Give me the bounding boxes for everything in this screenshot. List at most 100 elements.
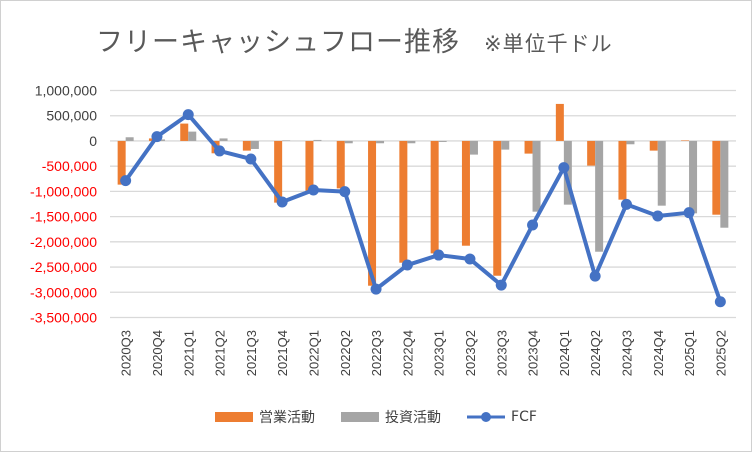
x-tick-label: 2022Q3 xyxy=(369,330,384,376)
fcf-point xyxy=(120,175,132,187)
y-tick-label: 500,000 xyxy=(46,108,97,124)
bar-investing xyxy=(720,140,729,228)
y-tick-label: 0 xyxy=(89,133,97,149)
subtitle-text: ※単位千ドル xyxy=(484,32,613,56)
x-tick-label: 2023Q3 xyxy=(494,330,509,376)
fcf-point xyxy=(276,196,288,208)
legend-swatch xyxy=(215,412,254,422)
x-tick-label: 2021Q1 xyxy=(181,330,196,376)
bar-investing xyxy=(689,140,698,214)
bar-investing xyxy=(501,140,510,150)
fcf-point xyxy=(214,145,226,157)
x-tick-label: 2024Q2 xyxy=(588,330,603,376)
bar-operating xyxy=(336,140,345,189)
bar-operating xyxy=(681,140,690,141)
bar-operating xyxy=(524,140,533,154)
x-tick-label: 2023Q2 xyxy=(463,330,478,376)
bar-investing xyxy=(313,139,322,141)
bar-investing xyxy=(626,140,635,145)
x-tick-label: 2025Q2 xyxy=(713,330,728,376)
fcf-point xyxy=(401,259,413,271)
bar-investing xyxy=(125,137,134,141)
x-tick-label: 2025Q1 xyxy=(682,330,697,376)
legend-item-investing: 投資活動 xyxy=(341,407,441,427)
bar-investing xyxy=(563,140,572,205)
bar-investing xyxy=(250,140,259,149)
legend-swatch xyxy=(341,412,380,422)
title-text: フリーキャッシュフロー推移 xyxy=(96,27,460,58)
bar-operating xyxy=(618,140,627,200)
fcf-point xyxy=(433,249,445,261)
bar-operating xyxy=(305,140,314,191)
y-tick-label: -2,500,000 xyxy=(30,259,97,275)
bar-investing xyxy=(219,138,228,141)
x-tick-label: 2024Q1 xyxy=(557,330,572,376)
bar-operating xyxy=(712,140,721,215)
bar-investing xyxy=(595,140,604,252)
bar-operating xyxy=(399,140,408,263)
y-tick-label: -3,500,000 xyxy=(30,310,97,326)
bar-operating xyxy=(555,103,564,141)
fcf-point xyxy=(620,198,632,210)
x-tick-label: 2023Q4 xyxy=(526,330,541,376)
bar-investing xyxy=(469,140,478,155)
bar-operating xyxy=(242,140,251,151)
bar-investing xyxy=(344,140,353,144)
legend-label: 営業活動 xyxy=(259,410,316,426)
fcf-point xyxy=(339,186,351,198)
x-tick-label: 2022Q1 xyxy=(306,330,321,376)
fcf-point xyxy=(558,162,570,174)
legend-label: FCF xyxy=(511,409,537,425)
bar-operating xyxy=(117,140,126,185)
chart-title: フリーキャッシュフロー推移 ※単位千ドル xyxy=(96,20,613,59)
bar-operating xyxy=(274,140,283,203)
x-tick-label: 2021Q3 xyxy=(244,330,259,376)
bar-investing xyxy=(282,140,291,141)
fcf-point xyxy=(464,253,476,265)
x-tick-label: 2022Q4 xyxy=(400,330,415,376)
y-tick-label: 1,000,000 xyxy=(35,83,97,99)
fcf-point xyxy=(527,219,539,231)
y-tick-label: -2,000,000 xyxy=(30,234,97,250)
legend-item-operating: 営業活動 xyxy=(215,407,315,427)
fcf-point xyxy=(370,283,382,295)
fcf-point xyxy=(245,153,257,165)
y-tick-label: -1,500,000 xyxy=(30,209,97,225)
fcf-point xyxy=(151,131,163,143)
bar-investing xyxy=(376,140,385,144)
y-tick-label: -500,000 xyxy=(42,158,97,174)
x-tick-label: 2021Q4 xyxy=(275,330,290,376)
y-tick-label: -3,000,000 xyxy=(30,284,97,300)
x-tick-label: 2024Q4 xyxy=(651,330,666,376)
bar-investing xyxy=(407,140,416,144)
fcf-point xyxy=(589,270,601,282)
fcf-point xyxy=(683,207,695,219)
bar-operating xyxy=(649,140,658,151)
legend-label: 投資活動 xyxy=(385,410,442,426)
x-tick-label: 2024Q3 xyxy=(619,330,634,376)
fcf-point xyxy=(495,279,507,291)
bar-investing xyxy=(657,140,666,206)
bar-operating xyxy=(587,140,596,166)
fcf-point xyxy=(182,109,194,121)
legend: 営業活動 投資活動 FCF xyxy=(0,407,752,427)
x-tick-label: 2020Q3 xyxy=(119,330,134,376)
bar-investing xyxy=(532,140,541,212)
bar-operating xyxy=(180,123,189,141)
bar-operating xyxy=(430,140,439,254)
fcf-point xyxy=(714,296,726,308)
x-tick-label: 2020Q4 xyxy=(150,330,165,376)
x-tick-label: 2023Q1 xyxy=(432,330,447,376)
legend-item-fcf: FCF xyxy=(467,407,537,427)
x-tick-label: 2021Q2 xyxy=(213,330,228,376)
bar-operating xyxy=(368,140,377,286)
fcf-point xyxy=(652,210,664,222)
y-tick-label: -1,000,000 xyxy=(30,183,97,199)
fcf-point xyxy=(307,184,319,196)
bar-investing xyxy=(188,131,197,141)
x-tick-label: 2022Q2 xyxy=(338,330,353,376)
bar-operating xyxy=(493,140,502,276)
bar-operating xyxy=(461,140,470,246)
bar-investing xyxy=(438,140,447,142)
